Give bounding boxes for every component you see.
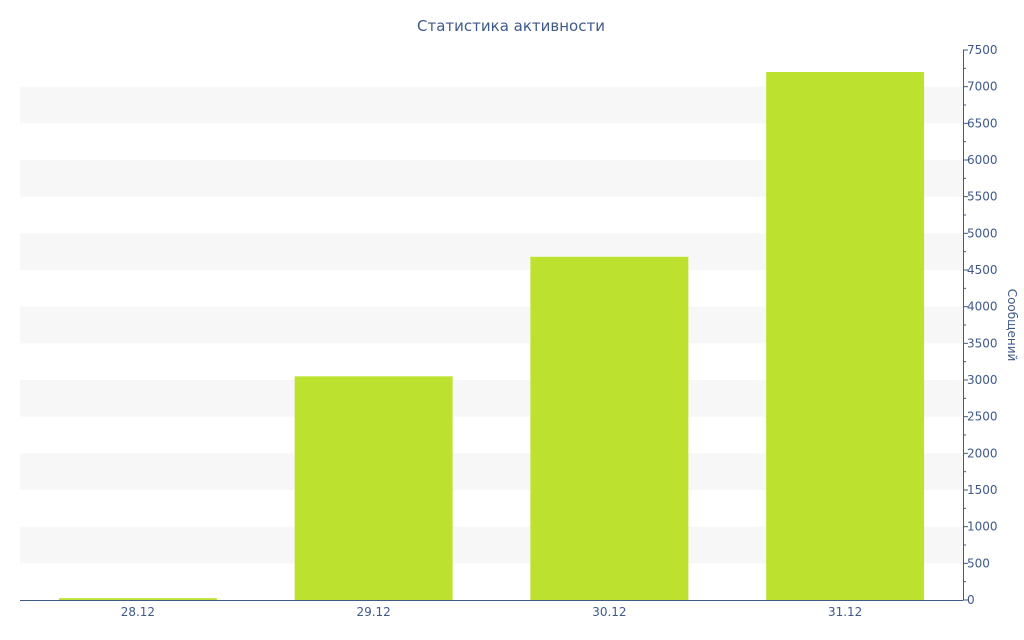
y-tick-label: 2500 <box>967 410 998 424</box>
y-tick-label: 3000 <box>967 373 998 387</box>
y-axis-ticks: 0 500 1000 1500 2000 2500 3000 3500 4000 4500 5000… <box>963 43 998 607</box>
bar-29.12[interactable] <box>294 376 453 600</box>
y-tick-label: 5500 <box>967 190 998 204</box>
y-tick-label: 0 <box>967 593 975 607</box>
x-tick-label: 28.12 <box>121 605 155 619</box>
y-tick-label: 5000 <box>967 226 998 240</box>
y-tick-label: 4500 <box>967 263 998 277</box>
chart-title: Статистика активности <box>417 17 605 35</box>
bar-30.12[interactable] <box>530 256 689 600</box>
y-tick-label: 7000 <box>967 80 998 94</box>
y-tick-label: 500 <box>967 556 990 570</box>
x-axis-ticks: 28.12 29.12 30.12 31.12 <box>121 605 863 619</box>
y-tick-label: 4000 <box>967 300 998 314</box>
x-tick-label: 29.12 <box>356 605 390 619</box>
y-axis-label: Сообщений <box>1005 289 1019 362</box>
y-tick-label: 1000 <box>967 520 998 534</box>
x-tick-label: 30.12 <box>592 605 626 619</box>
bars-group <box>58 72 925 600</box>
y-tick-label: 2000 <box>967 446 998 460</box>
x-tick-label: 31.12 <box>828 605 862 619</box>
y-tick-label: 6500 <box>967 116 998 130</box>
bar-31.12[interactable] <box>766 72 925 600</box>
y-tick-label: 7500 <box>967 43 998 57</box>
y-tick-label: 6000 <box>967 153 998 167</box>
y-tick-label: 3500 <box>967 336 998 350</box>
bar-28.12[interactable] <box>58 598 217 600</box>
y-tick-label: 1500 <box>967 483 998 497</box>
